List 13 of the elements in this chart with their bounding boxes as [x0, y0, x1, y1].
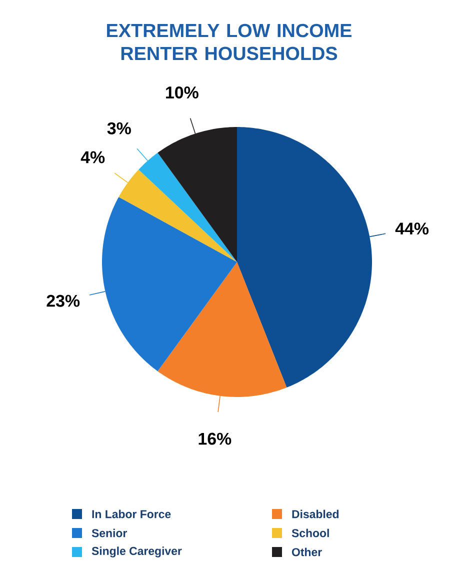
data-label: 23%	[46, 294, 80, 307]
legend-label: School	[292, 528, 329, 538]
legend-label: Other	[292, 548, 322, 556]
data-label: 16%	[198, 432, 232, 445]
legend-label: Single Caregiver	[92, 546, 182, 558]
data-label: 3%	[107, 122, 131, 134]
legend-label: In Labor Force	[92, 510, 171, 518]
legend-label: Senior	[92, 528, 127, 538]
legend-label: Disabled	[292, 510, 339, 518]
data-label: 44%	[395, 222, 429, 235]
chart-title: EXTREMELY LOW INCOME RENTER HOUSEHOLDS	[107, 24, 352, 60]
data-label: 10%	[166, 86, 198, 99]
data-label: 4%	[80, 151, 105, 164]
